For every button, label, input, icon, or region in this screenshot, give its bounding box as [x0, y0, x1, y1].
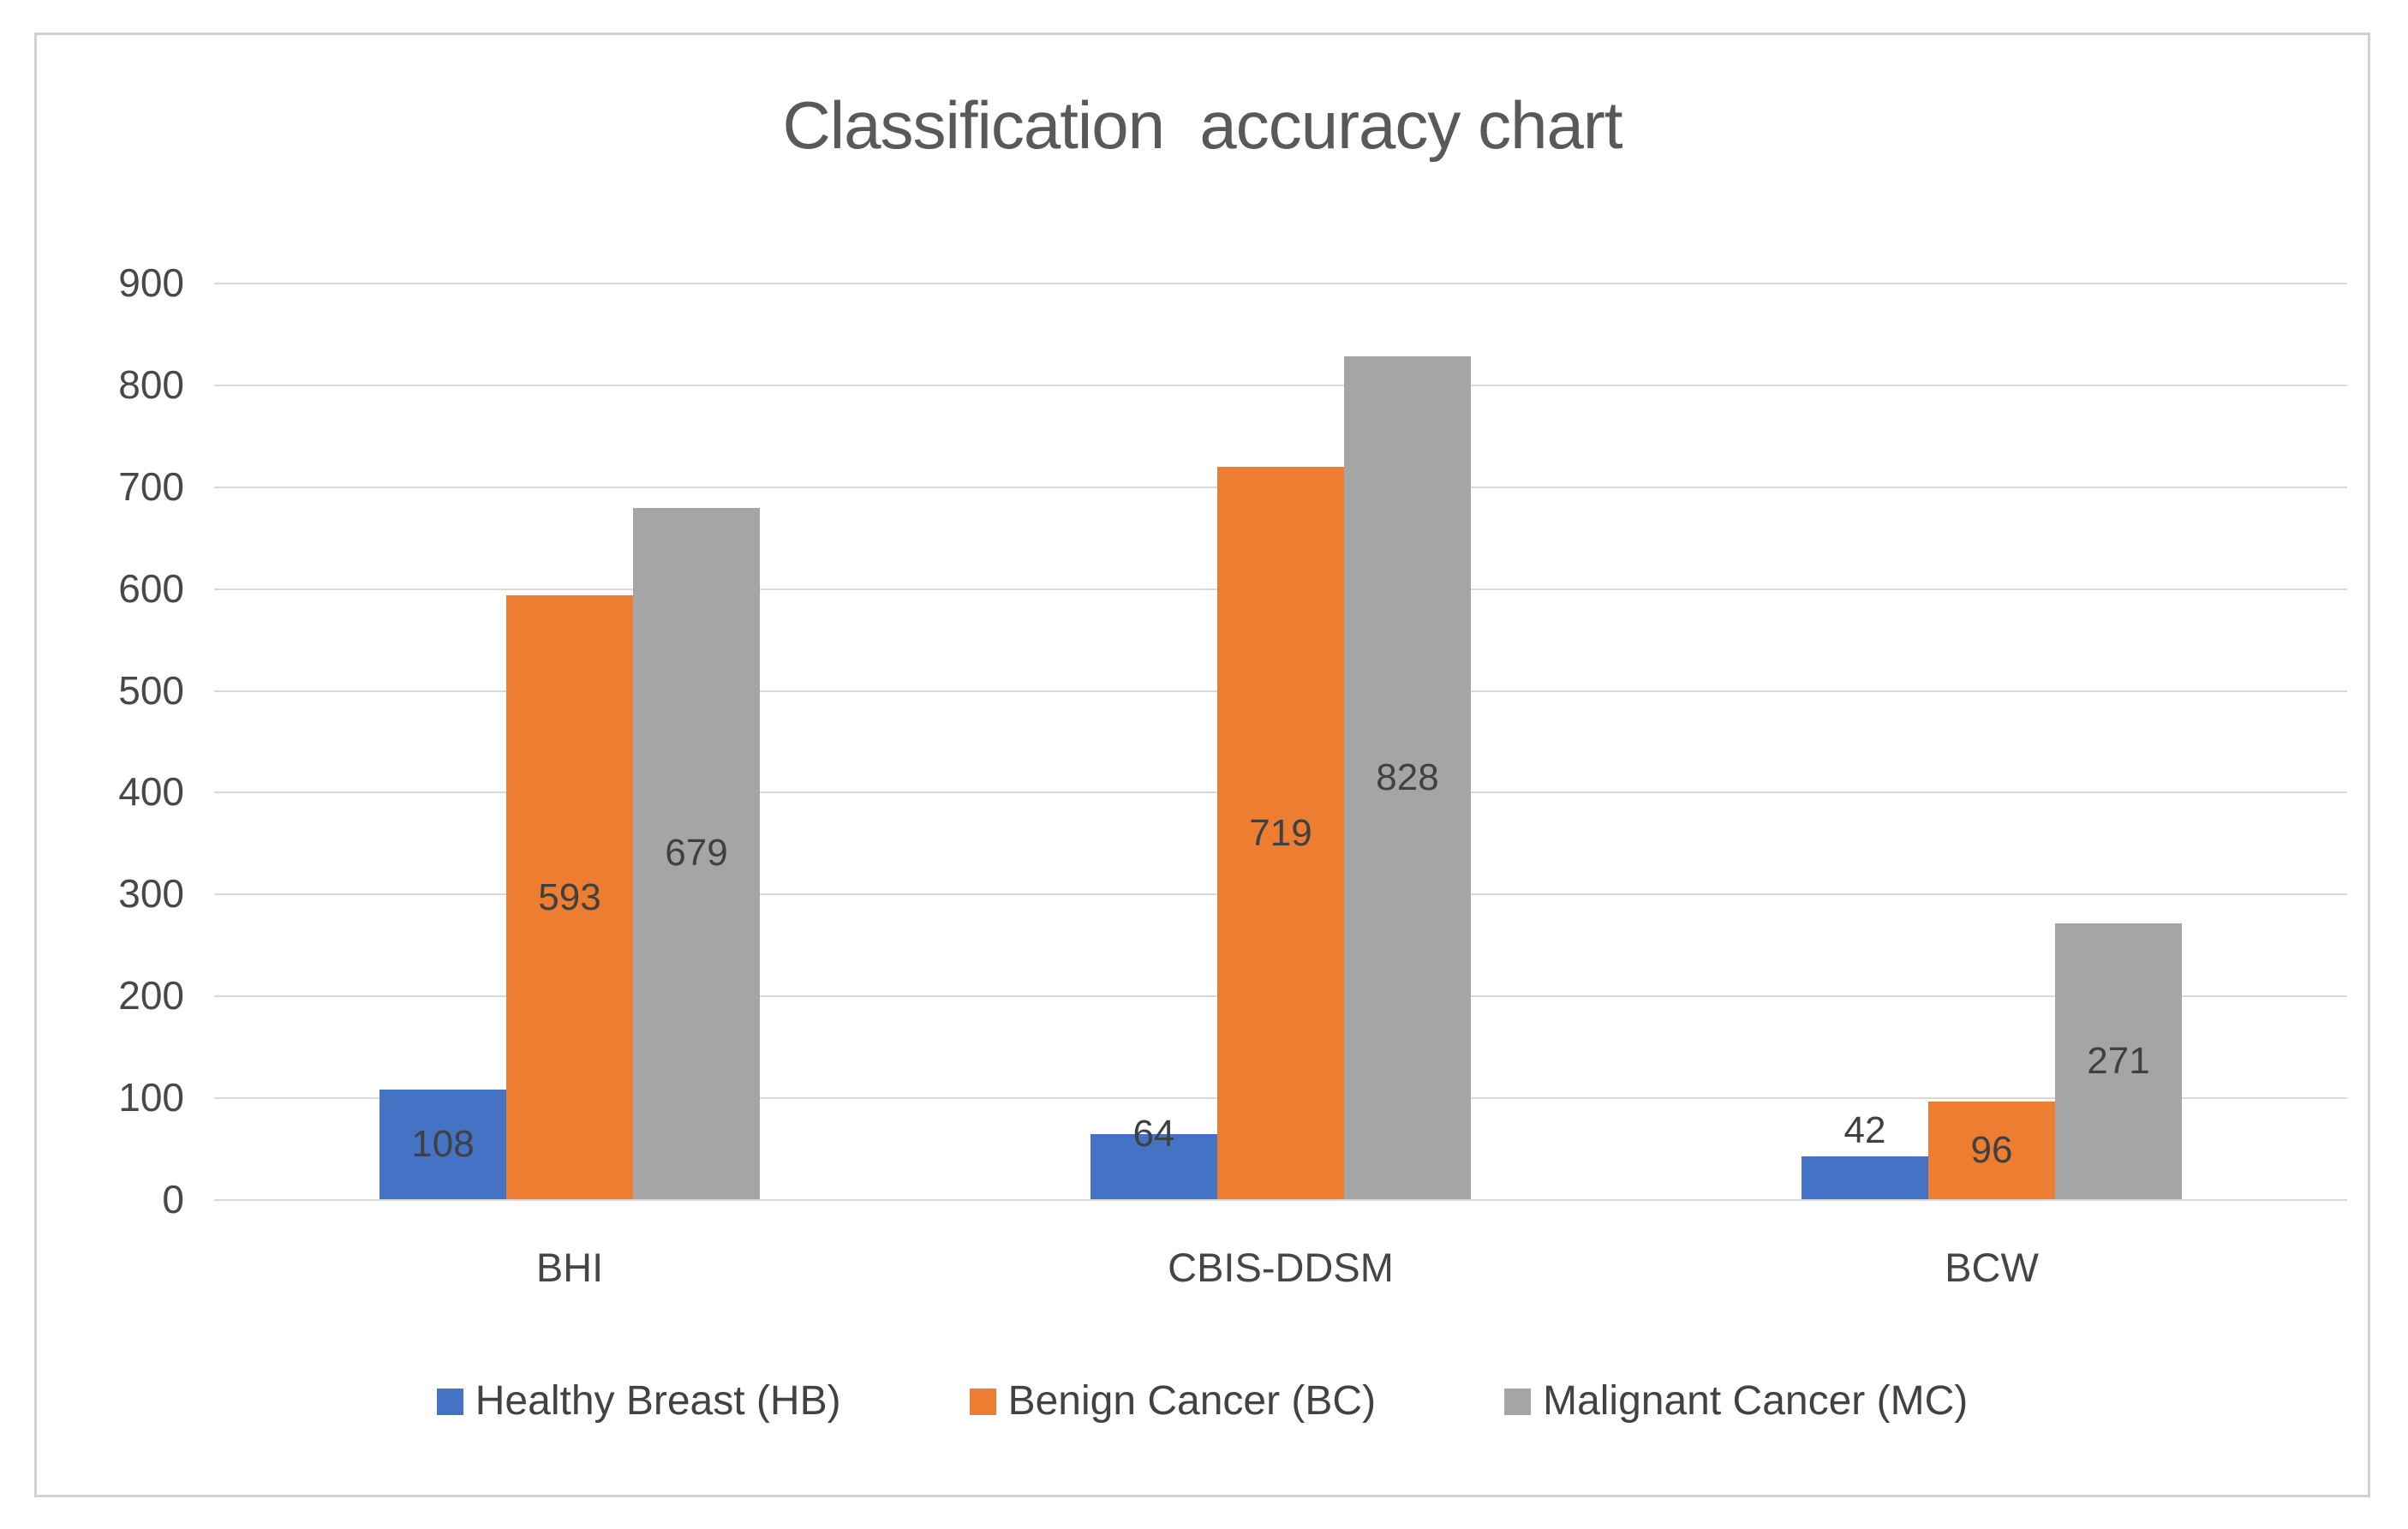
bar: 828 — [1344, 355, 1471, 1199]
bar-value-label: 593 — [538, 875, 601, 918]
y-axis-tick-label: 400 — [118, 769, 184, 815]
bar-value-label: 64 — [1132, 1112, 1175, 1155]
bar: 271 — [2055, 923, 2182, 1199]
y-axis-tick-label: 200 — [118, 973, 184, 1018]
bar-value-label: 271 — [2087, 1039, 2150, 1082]
y-axis-tick-label: 600 — [118, 565, 184, 611]
legend-label: Malignant Cancer (MC) — [1543, 1378, 1969, 1424]
category-slot: 108 593 679 — [214, 283, 925, 1199]
x-axis-category-label: BCW — [1945, 1245, 2039, 1290]
bars-layer: 108 593 679 64 719 828 42 96 271 — [214, 283, 2347, 1199]
legend-swatch-icon — [969, 1388, 996, 1415]
x-axis: BHI CBIS-DDSM BCW — [214, 1199, 2347, 1302]
chart-title: Classification accuracy chart — [782, 87, 1622, 163]
x-axis-category-label: BHI — [535, 1245, 604, 1290]
gridline — [214, 384, 2347, 386]
category-slot: 64 719 828 — [925, 283, 1636, 1199]
y-axis-tick-label: 500 — [118, 667, 184, 713]
bar: 679 — [633, 507, 760, 1199]
x-axis-category-label: CBIS-DDSM — [1168, 1245, 1394, 1290]
bar-value-label: 828 — [1376, 756, 1439, 798]
gridline — [214, 1199, 2347, 1201]
y-axis-tick-label: 700 — [118, 463, 184, 509]
y-axis-tick-label: 0 — [162, 1177, 184, 1221]
legend-label: Benign Cancer (BC) — [1007, 1378, 1377, 1424]
y-axis-tick-label: 300 — [118, 871, 184, 917]
chart-frame: Classification accuracy chart 900 800 700 6… — [34, 33, 2370, 1497]
gridline — [214, 283, 2347, 284]
bar: 64 — [1090, 1114, 1217, 1199]
legend-swatch-icon — [1504, 1388, 1532, 1415]
y-axis-tick-label: 900 — [118, 260, 184, 305]
legend-item: Healthy Breast (HB) — [436, 1378, 841, 1424]
bar-value-label: 679 — [665, 832, 728, 875]
category-slot: 42 96 271 — [1636, 283, 2347, 1199]
bar: 42 — [1802, 1112, 1928, 1199]
y-axis-tick-label: 800 — [118, 361, 184, 407]
bar-value-label: 719 — [1249, 811, 1312, 854]
y-axis-tick-label: 100 — [118, 1075, 184, 1120]
bar: 96 — [1928, 1101, 2055, 1199]
legend-swatch-icon — [436, 1388, 463, 1415]
legend-item: Benign Cancer (BC) — [969, 1378, 1377, 1424]
bar-value-label: 42 — [1843, 1109, 1886, 1152]
legend-label: Healthy Breast (HB) — [475, 1378, 841, 1424]
y-axis: 900 800 700 600 500 400 300 200 100 0 — [37, 260, 184, 1221]
plot-area: 108 593 679 64 719 828 42 96 271 — [214, 283, 2347, 1201]
bar-value-label: 96 — [1970, 1128, 2013, 1171]
legend-item: Malignant Cancer (MC) — [1504, 1381, 1968, 1422]
bar: 593 — [506, 595, 633, 1199]
bar-value-label: 108 — [411, 1122, 475, 1165]
legend: Healthy Breast (HB) Benign Cancer (BC) Mal… — [37, 1371, 2368, 1431]
bar: 108 — [379, 1089, 506, 1199]
bar: 719 — [1217, 467, 1344, 1199]
